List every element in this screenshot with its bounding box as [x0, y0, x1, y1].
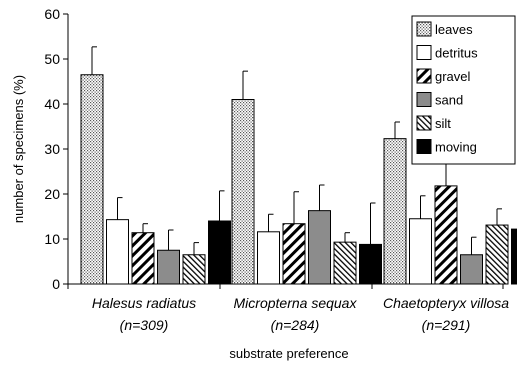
- bar-leaves-3: [383, 138, 407, 285]
- bar-detritus-2: [257, 231, 280, 285]
- bar-moving-3: [511, 228, 517, 285]
- bar-sand-3: [460, 254, 483, 285]
- bar-moving-2: [359, 243, 382, 285]
- legend-swatch-silt: [416, 115, 432, 131]
- legend-swatch-detritus: [416, 45, 432, 60]
- legend-swatch-leaves: [416, 21, 432, 37]
- bars-group: [80, 74, 517, 285]
- category-label: Chaetopteryx villosa: [383, 295, 509, 311]
- category-count: (n=309): [120, 317, 169, 333]
- legend: leaves detritus gravel sand silt moving: [411, 15, 516, 165]
- y-axis-label: number of specimens (%): [11, 75, 26, 223]
- legend-swatch-gravel: [416, 68, 432, 84]
- bar-leaves-1: [80, 74, 104, 285]
- legend-label-sand: sand: [435, 93, 463, 108]
- legend-swatch-moving: [416, 139, 432, 154]
- y-tick-label: 20: [44, 186, 60, 202]
- y-tick-label: 40: [44, 96, 60, 112]
- y-tick-label: 0: [52, 276, 60, 292]
- category-label: Micropterna sequax: [234, 295, 358, 311]
- y-tick-group: 0 10 20 30 40 50 60: [44, 6, 68, 292]
- y-tick-label: 10: [44, 231, 60, 247]
- y-tick-label: 30: [44, 141, 60, 157]
- category-label: Halesus radiatus: [92, 295, 196, 311]
- category-count: (n=291): [422, 317, 471, 333]
- x-axis-label: substrate preference: [229, 346, 348, 361]
- bar-sand-2: [308, 210, 331, 285]
- bar-detritus-1: [106, 219, 129, 285]
- x-separator-ticks: [67, 284, 504, 289]
- legend-label-detritus: detritus: [435, 46, 478, 61]
- bar-leaves-2: [231, 99, 255, 285]
- y-tick-label: 60: [44, 6, 60, 22]
- error-bars-group: [91, 46, 502, 255]
- legend-label-leaves: leaves: [435, 22, 473, 37]
- legend-label-silt: silt: [435, 116, 451, 131]
- legend-swatch-sand: [416, 92, 432, 107]
- category-labels: Halesus radiatus (n=309) Micropterna sequa…: [92, 295, 509, 333]
- bar-gravel-1: [131, 232, 155, 285]
- bar-gravel-2: [282, 223, 306, 285]
- legend-label-gravel: gravel: [435, 69, 471, 84]
- bar-moving-1: [208, 220, 231, 285]
- y-tick-label: 50: [44, 51, 60, 67]
- bar-silt-1: [182, 254, 206, 285]
- bar-silt-2: [333, 241, 357, 285]
- bar-silt-3: [485, 224, 509, 285]
- legend-label-moving: moving: [435, 140, 477, 155]
- bar-gravel-3: [434, 185, 458, 285]
- bar-detritus-3: [409, 218, 432, 285]
- category-count: (n=284): [271, 317, 320, 333]
- bar-sand-1: [157, 249, 180, 285]
